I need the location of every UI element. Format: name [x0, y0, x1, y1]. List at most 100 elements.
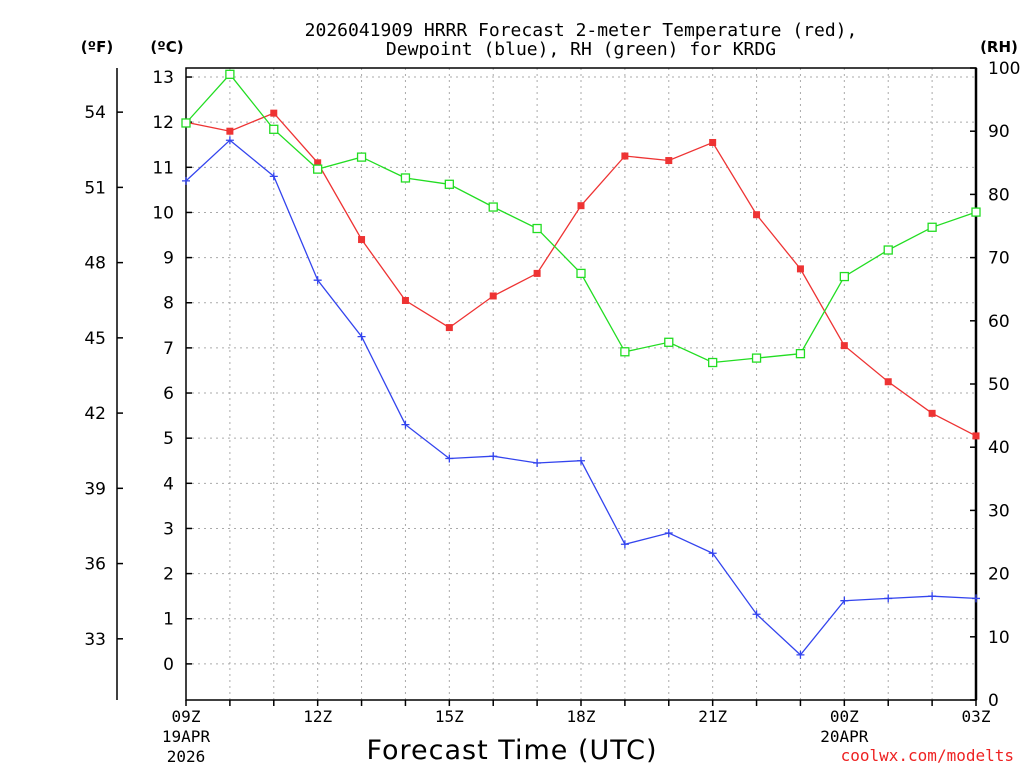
fahrenheit-tick-label: 42	[84, 404, 106, 424]
rh-tick-label: 10	[988, 628, 1010, 648]
x-tick-label: 18Z	[567, 707, 596, 726]
rh-tick-label: 60	[988, 312, 1010, 332]
rh-point	[400, 173, 411, 183]
fahrenheit-tick-label: 36	[84, 555, 106, 575]
celsius-tick-label: 5	[163, 429, 174, 449]
x-tick-label: 09Z	[172, 707, 201, 726]
dewpoint-point	[445, 454, 454, 463]
temperature-point	[621, 152, 629, 160]
celsius-tick-label: 1	[163, 610, 174, 630]
temperature-point	[401, 296, 409, 304]
temperature-point	[445, 324, 453, 332]
rh-point	[313, 164, 323, 174]
dewpoint-point	[796, 650, 805, 659]
x-axis-title: Forecast Time (UTC)	[366, 735, 657, 766]
temperature-point	[533, 269, 541, 277]
dewpoint-point	[928, 592, 937, 601]
chart-title-line1: 2026041909 HRRR Forecast 2-meter Tempera…	[305, 20, 858, 41]
rh-point	[927, 222, 937, 232]
rh-point	[620, 347, 630, 357]
dewpoint-point	[269, 172, 278, 181]
rh-point	[664, 337, 674, 347]
celsius-tick-label: 2	[163, 565, 174, 585]
fahrenheit-tick-label: 39	[84, 479, 106, 499]
celsius-tick-label: 11	[152, 158, 174, 178]
celsius-unit-label: (ºC)	[150, 38, 183, 56]
credit-text: coolwx.com/modelts	[841, 746, 1014, 765]
celsius-tick-label: 8	[163, 294, 174, 314]
temperature-point	[840, 342, 848, 350]
temperature-point	[358, 236, 366, 244]
fahrenheit-tick-label: 45	[84, 329, 106, 349]
dewpoint-point	[313, 276, 322, 285]
rh-point	[839, 271, 849, 282]
temperature-point	[226, 127, 234, 135]
temperature-point	[314, 159, 322, 167]
dewpoint-point	[884, 594, 893, 603]
x-tick-date-label: 20APR	[820, 727, 869, 746]
celsius-tick-label: 0	[163, 655, 174, 675]
x-tick-date-label: 19APR	[162, 727, 211, 746]
rh-tick-label: 50	[988, 375, 1010, 395]
x-tick-label: 21Z	[698, 707, 727, 726]
dewpoint-point	[840, 596, 849, 605]
x-tick-year-label: 2026	[167, 747, 206, 766]
temperature-point	[577, 202, 585, 210]
x-tick-label: 03Z	[962, 707, 991, 726]
fahrenheit-unit-label: (ºF)	[81, 38, 113, 56]
x-tick-label: 15Z	[435, 707, 464, 726]
rh-point	[269, 124, 279, 134]
data-series	[181, 69, 981, 659]
rh-tick-label: 40	[988, 438, 1010, 458]
temperature-point	[972, 432, 980, 440]
temperature-point	[489, 292, 497, 300]
rh-point	[883, 245, 893, 255]
rh-tick-label: 30	[988, 501, 1010, 521]
rh-point	[576, 268, 586, 279]
dewpoint-point	[752, 610, 761, 619]
temperature-point	[796, 265, 804, 273]
rh-point	[708, 357, 718, 368]
dewpoint-point	[225, 136, 234, 145]
temperature-point	[753, 211, 761, 219]
dewpoint-point	[664, 528, 673, 537]
celsius-tick-label: 12	[152, 113, 174, 133]
celsius-tick-label: 9	[163, 249, 174, 269]
grid-lines	[186, 68, 976, 700]
dewpoint-point	[357, 332, 366, 341]
temperature-point	[270, 109, 278, 117]
dewpoint-point	[708, 549, 717, 558]
x-tick-label: 00Z	[830, 707, 859, 726]
celsius-tick-label: 6	[163, 384, 174, 404]
rh-point	[751, 353, 762, 363]
rh-tick-label: 90	[988, 122, 1010, 142]
dewpoint-point	[489, 452, 498, 461]
celsius-tick-label: 10	[152, 203, 174, 223]
dewpoint-point	[620, 540, 629, 549]
dewpoint-point	[533, 459, 542, 467]
rh-point	[356, 152, 367, 162]
x-tick-label: 12Z	[303, 707, 332, 726]
celsius-tick-label: 4	[163, 474, 174, 494]
dewpoint-point	[972, 594, 980, 603]
chart-title-line2: Dewpoint (blue), RH (green) for KRDG	[386, 39, 776, 60]
fahrenheit-tick-label: 33	[84, 630, 106, 650]
rh-tick-label: 80	[988, 185, 1010, 205]
plot-frame	[185, 67, 977, 701]
celsius-tick-label: 7	[163, 339, 174, 359]
fahrenheit-tick-label: 48	[84, 254, 106, 274]
rh-point	[181, 118, 191, 128]
celsius-tick-label: 13	[152, 68, 174, 88]
fahrenheit-tick-label: 54	[84, 103, 106, 123]
rh-point	[532, 223, 542, 234]
rh-point	[488, 202, 498, 212]
temperature-point	[665, 157, 673, 165]
celsius-tick-label: 3	[163, 519, 174, 539]
rh-point	[225, 69, 235, 79]
axes	[116, 67, 978, 701]
temperature-point	[709, 138, 717, 146]
rh-unit-label: (RH)	[980, 38, 1018, 56]
dewpoint-line	[185, 139, 977, 656]
